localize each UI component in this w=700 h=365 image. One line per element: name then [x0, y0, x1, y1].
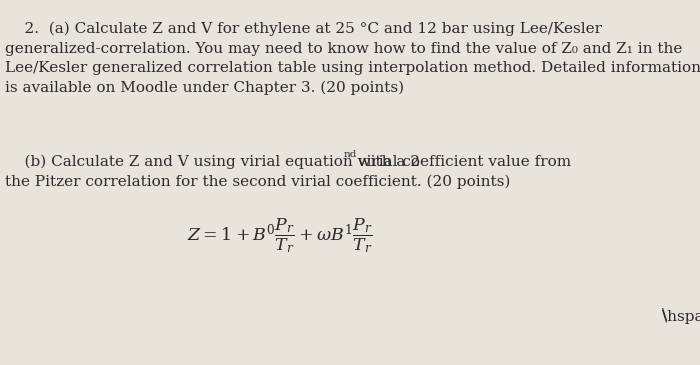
Text: 2.  (a) Calculate Z and V for ethylene at 25 °C and 12 bar using Lee/Kesler: 2. (a) Calculate Z and V for ethylene at…	[5, 22, 602, 36]
Text: \hspace{0pt}\: \hspace{0pt}\	[662, 310, 700, 324]
Text: $Z = 1 + B^0\dfrac{P_r}{T_r} + \omega B^1\dfrac{P_r}{T_r}$: $Z = 1 + B^0\dfrac{P_r}{T_r} + \omega B^…	[187, 216, 373, 256]
Text: is available on Moodle under Chapter 3. (20 points): is available on Moodle under Chapter 3. …	[5, 81, 404, 95]
Text: virial coefficient value from: virial coefficient value from	[353, 155, 571, 169]
Text: generalized-correlation. You may need to know how to find the value of Z₀ and Z₁: generalized-correlation. You may need to…	[5, 42, 682, 55]
Text: (b) Calculate Z and V using virial equation with a 2: (b) Calculate Z and V using virial equat…	[5, 155, 420, 169]
Text: \: \	[662, 308, 666, 322]
Text: nd: nd	[344, 150, 357, 159]
Text: Lee/Kesler generalized correlation table using interpolation method. Detailed in: Lee/Kesler generalized correlation table…	[5, 61, 700, 75]
Text: the Pitzer correlation for the second virial coefficient. (20 points): the Pitzer correlation for the second vi…	[5, 174, 510, 189]
